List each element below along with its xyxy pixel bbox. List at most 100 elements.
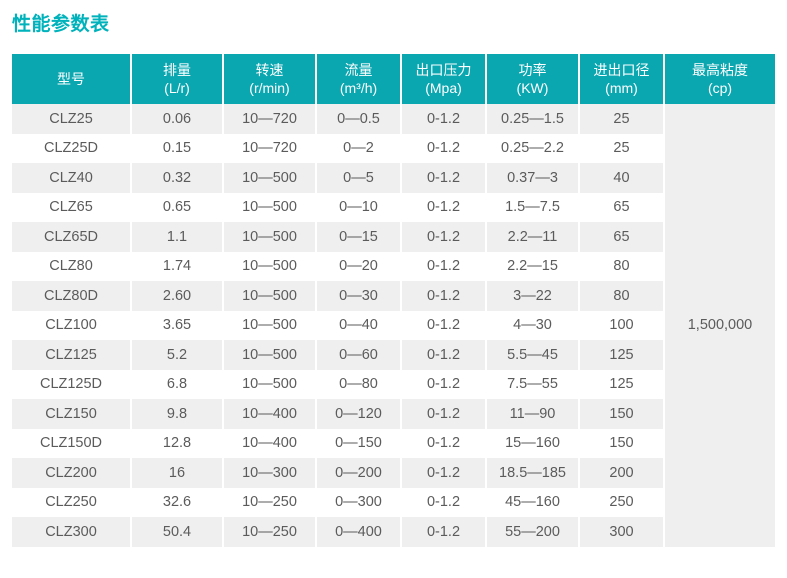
cell-value: 0-1.2 xyxy=(400,281,485,311)
table-row-clz125d: CLZ125D 6.8 10—500 0—80 0-1.2 7.5—55 125 xyxy=(12,369,775,399)
cell-value: 0—2 xyxy=(315,133,400,163)
table-header: 型号 排量 (L/r) 转速 (r/min) 流量 (m³/h) 出口压力 (Mpa) 功率 (KW… xyxy=(12,54,775,104)
cell-value: 100 xyxy=(578,310,663,340)
column-label: 进出口径 xyxy=(593,62,650,78)
cell-value: 10—720 xyxy=(222,133,315,163)
cell-value: 50.4 xyxy=(130,517,222,547)
column-label: 型号 xyxy=(57,71,85,87)
cell-value: 0.15 xyxy=(130,133,222,163)
cell-value: 5.5—45 xyxy=(485,340,578,370)
cell-model: CLZ25D xyxy=(12,133,130,163)
cell-value: 10—500 xyxy=(222,192,315,222)
column-header-7: 进出口径 (mm) xyxy=(578,54,663,104)
table-body: CLZ25 0.06 10—720 0—0.5 0-1.2 0.25—1.5 25 1,500… xyxy=(12,104,775,547)
column-label: 排量 xyxy=(163,62,191,78)
cell-model: CLZ65D xyxy=(12,222,130,252)
column-header-2: 排量 (L/r) xyxy=(130,54,222,104)
cell-model: CLZ125 xyxy=(12,340,130,370)
cell-value: 0-1.2 xyxy=(400,104,485,134)
cell-model: CLZ40 xyxy=(12,163,130,193)
column-unit: (KW) xyxy=(516,80,549,96)
cell-value: 0—150 xyxy=(315,428,400,458)
cell-value: 0.25—1.5 xyxy=(485,104,578,134)
cell-value: 0.32 xyxy=(130,163,222,193)
column-label: 功率 xyxy=(518,62,547,78)
cell-model: CLZ65 xyxy=(12,192,130,222)
cell-value: 0.25—2.2 xyxy=(485,133,578,163)
column-unit: (cp) xyxy=(707,80,733,96)
cell-value: 0-1.2 xyxy=(400,163,485,193)
cell-value: 0-1.2 xyxy=(400,487,485,517)
column-label: 最高粘度 xyxy=(692,62,748,78)
cell-value: 250 xyxy=(578,487,663,517)
cell-value: 4—30 xyxy=(485,310,578,340)
column-unit: (r/min) xyxy=(249,80,290,96)
cell-value: 0—200 xyxy=(315,458,400,488)
column-header-8: 最高粘度 (cp) xyxy=(663,54,775,104)
table-row-clz25d: CLZ25D 0.15 10—720 0—2 0-1.2 0.25—2.2 25 xyxy=(12,133,775,163)
table-row-clz200: CLZ200 16 10—300 0—200 0-1.2 18.5—185 200 xyxy=(12,458,775,488)
column-unit: (L/r) xyxy=(164,80,190,96)
cell-value: 0-1.2 xyxy=(400,517,485,547)
table-row-clz80d: CLZ80D 2.60 10—500 0—30 0-1.2 3—22 80 xyxy=(12,281,775,311)
cell-value: 15—160 xyxy=(485,428,578,458)
cell-value: 11—90 xyxy=(485,399,578,429)
cell-value: 0—30 xyxy=(315,281,400,311)
cell-value: 0-1.2 xyxy=(400,310,485,340)
page-title: 性能参数表 xyxy=(12,14,110,35)
table-header-row: 型号 排量 (L/r) 转速 (r/min) 流量 (m³/h) 出口压力 (Mpa) 功率 (KW… xyxy=(12,54,775,104)
cell-model: CLZ25 xyxy=(12,104,130,134)
cell-value: 5.2 xyxy=(130,340,222,370)
cell-value: 300 xyxy=(578,517,663,547)
cell-value: 6.8 xyxy=(130,369,222,399)
cell-value: 0-1.2 xyxy=(400,192,485,222)
cell-value: 3—22 xyxy=(485,281,578,311)
cell-value: 9.8 xyxy=(130,399,222,429)
cell-value: 10—500 xyxy=(222,222,315,252)
cell-value: 0-1.2 xyxy=(400,399,485,429)
column-unit: (mm) xyxy=(605,80,638,96)
cell-value: 2.2—15 xyxy=(485,251,578,281)
cell-model: CLZ150D xyxy=(12,428,130,458)
cell-value: 0-1.2 xyxy=(400,340,485,370)
cell-value: 10—400 xyxy=(222,399,315,429)
table-row-clz150: CLZ150 9.8 10—400 0—120 0-1.2 11—90 150 xyxy=(12,399,775,429)
cell-value: 32.6 xyxy=(130,487,222,517)
cell-value: 80 xyxy=(578,281,663,311)
cell-value: 55—200 xyxy=(485,517,578,547)
cell-value: 0-1.2 xyxy=(400,428,485,458)
column-label: 转速 xyxy=(255,62,284,78)
column-header-4: 流量 (m³/h) xyxy=(315,54,400,104)
cell-value: 25 xyxy=(578,133,663,163)
cell-value: 0—80 xyxy=(315,369,400,399)
column-header-1: 型号 xyxy=(12,54,130,104)
cell-value: 7.5—55 xyxy=(485,369,578,399)
cell-model: CLZ80D xyxy=(12,281,130,311)
cell-value: 0—40 xyxy=(315,310,400,340)
cell-model: CLZ125D xyxy=(12,369,130,399)
cell-value: 0-1.2 xyxy=(400,458,485,488)
cell-value: 80 xyxy=(578,251,663,281)
cell-model: CLZ200 xyxy=(12,458,130,488)
table-row-clz125: CLZ125 5.2 10—500 0—60 0-1.2 5.5—45 125 xyxy=(12,340,775,370)
cell-value: 10—500 xyxy=(222,163,315,193)
cell-model: CLZ80 xyxy=(12,251,130,281)
cell-value: 125 xyxy=(578,340,663,370)
cell-value: 0—15 xyxy=(315,222,400,252)
table-row-clz100: CLZ100 3.65 10—500 0—40 0-1.2 4—30 100 xyxy=(12,310,775,340)
cell-value: 0—0.5 xyxy=(315,104,400,134)
cell-value: 2.2—11 xyxy=(485,222,578,252)
table-row-clz25: CLZ25 0.06 10—720 0—0.5 0-1.2 0.25—1.5 25 1,500… xyxy=(12,104,775,547)
performance-spec-table: 型号 排量 (L/r) 转速 (r/min) 流量 (m³/h) 出口压力 (Mpa) 功率 (KW… xyxy=(12,54,775,547)
cell-value: 0.06 xyxy=(130,104,222,134)
cell-value: 0-1.2 xyxy=(400,369,485,399)
column-label: 出口压力 xyxy=(415,62,472,78)
cell-value: 10—500 xyxy=(222,310,315,340)
table-row-clz250: CLZ250 32.6 10—250 0—300 0-1.2 45—160 250 xyxy=(12,487,775,517)
table-row-clz150d: CLZ150D 12.8 10—400 0—150 0-1.2 15—160 150 xyxy=(12,428,775,458)
cell-value: 10—250 xyxy=(222,517,315,547)
cell-value: 0—20 xyxy=(315,251,400,281)
column-label: 流量 xyxy=(344,62,373,78)
column-header-6: 功率 (KW) xyxy=(485,54,578,104)
cell-value: 0—400 xyxy=(315,517,400,547)
